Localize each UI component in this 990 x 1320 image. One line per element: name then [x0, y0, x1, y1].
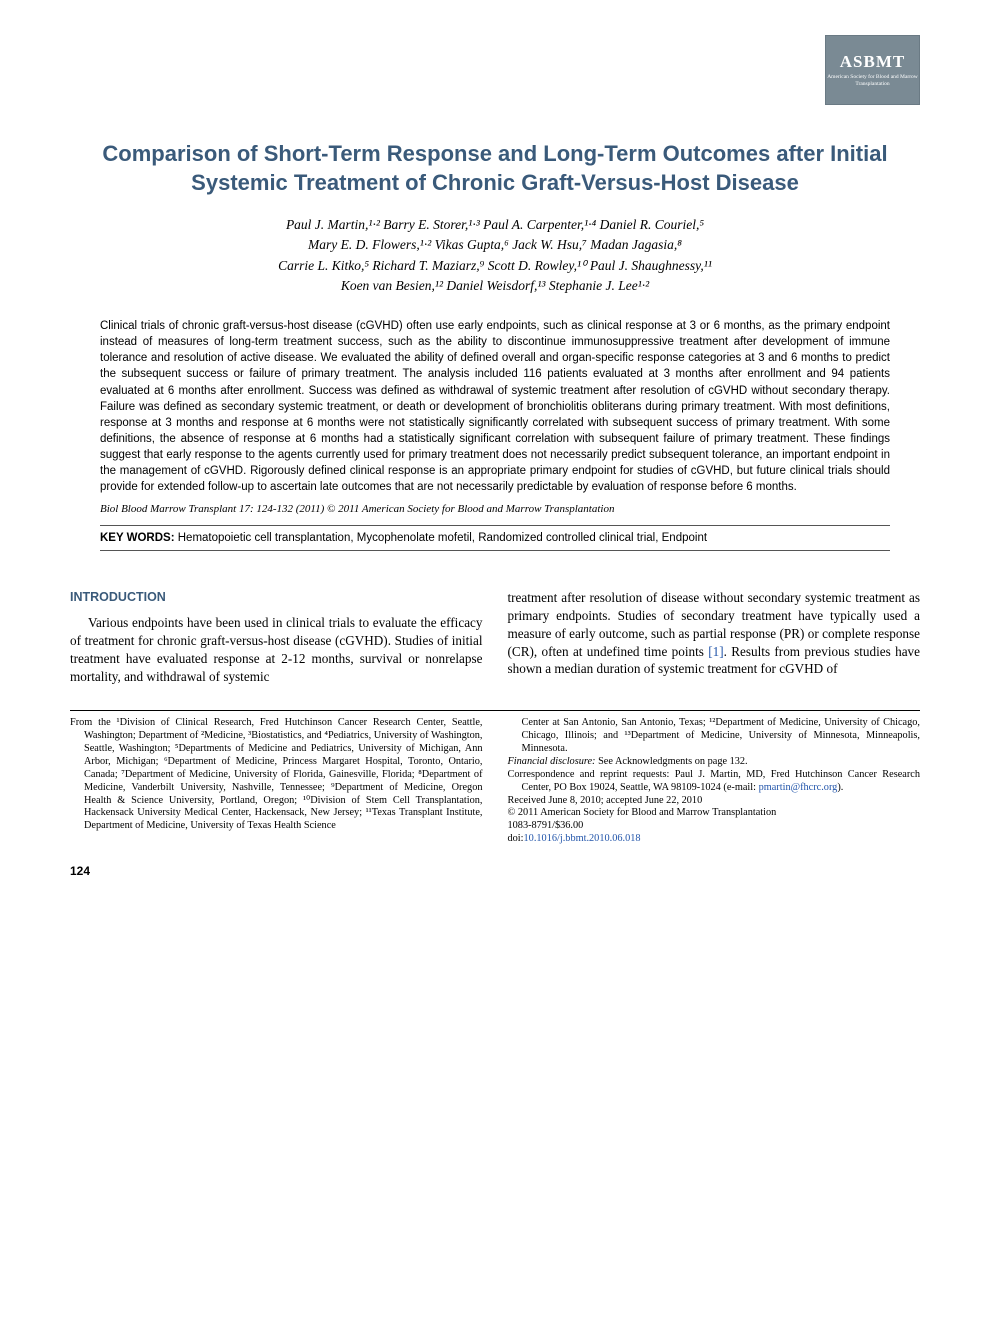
keywords-label: KEY WORDS:: [100, 532, 175, 544]
copyright-line: © 2011 American Society for Blood and Ma…: [508, 807, 921, 820]
authors-line-3: Carrie L. Kitko,⁵ Richard T. Maziarz,⁹ S…: [70, 256, 920, 276]
correspondence: Correspondence and reprint requests: Pau…: [508, 769, 921, 795]
citation-line: Biol Blood Marrow Transplant 17: 124-132…: [100, 503, 890, 515]
body-columns: INTRODUCTION Various endpoints have been…: [70, 589, 920, 685]
authors-line-2: Mary E. D. Flowers,¹·² Vikas Gupta,⁶ Jac…: [70, 235, 920, 255]
correspondence-email[interactable]: pmartin@fhcrc.org: [759, 782, 838, 793]
footnote-column-left: From the ¹Division of Clinical Research,…: [70, 717, 483, 846]
footnote-column-right: Center at San Antonio, San Antonio, Texa…: [508, 717, 921, 846]
correspondence-end: ).: [837, 782, 843, 793]
affiliations-cont-text: Center at San Antonio, San Antonio, Texa…: [522, 717, 921, 754]
intro-para-right: treatment after resolution of disease wi…: [508, 589, 921, 678]
keywords-block: KEY WORDS: Hematopoietic cell transplant…: [100, 525, 890, 551]
financial-label: Financial disclosure:: [508, 756, 596, 767]
intro-para-left: Various endpoints have been used in clin…: [70, 614, 483, 685]
authors-line-1: Paul J. Martin,¹·² Barry E. Storer,¹·³ P…: [70, 215, 920, 235]
abstract-text: Clinical trials of chronic graft-versus-…: [100, 318, 890, 495]
body-column-left: INTRODUCTION Various endpoints have been…: [70, 589, 483, 685]
doi-line: doi:10.1016/j.bbmt.2010.06.018: [508, 833, 921, 846]
financial-text: See Acknowledgments on page 132.: [596, 756, 748, 767]
issn-line: 1083-8791/$36.00: [508, 820, 921, 833]
publisher-logo: ASBMT American Society for Blood and Mar…: [825, 35, 920, 105]
body-column-right: treatment after resolution of disease wi…: [508, 589, 921, 685]
introduction-heading: INTRODUCTION: [70, 589, 483, 606]
authors-block: Paul J. Martin,¹·² Barry E. Storer,¹·³ P…: [70, 215, 920, 296]
reference-link-1[interactable]: [1]: [708, 644, 723, 659]
footnotes-block: From the ¹Division of Clinical Research,…: [70, 710, 920, 846]
keywords-text: Hematopoietic cell transplantation, Myco…: [178, 532, 707, 544]
doi-link[interactable]: 10.1016/j.bbmt.2010.06.018: [524, 833, 641, 844]
logo-sub-text: American Society for Blood and Marrow Tr…: [826, 74, 919, 87]
page-number: 124: [70, 864, 920, 878]
affiliations-continued: Center at San Antonio, San Antonio, Texa…: [508, 717, 921, 756]
affiliations-left: From the ¹Division of Clinical Research,…: [70, 717, 483, 833]
financial-disclosure: Financial disclosure: See Acknowledgment…: [508, 756, 921, 769]
logo-main-text: ASBMT: [840, 52, 905, 72]
doi-label: doi:: [508, 833, 524, 844]
received-date: Received June 8, 2010; accepted June 22,…: [508, 795, 921, 808]
correspondence-text: Correspondence and reprint requests: Pau…: [508, 769, 921, 793]
article-title: Comparison of Short-Term Response and Lo…: [70, 140, 920, 197]
authors-line-4: Koen van Besien,¹² Daniel Weisdorf,¹³ St…: [70, 276, 920, 296]
